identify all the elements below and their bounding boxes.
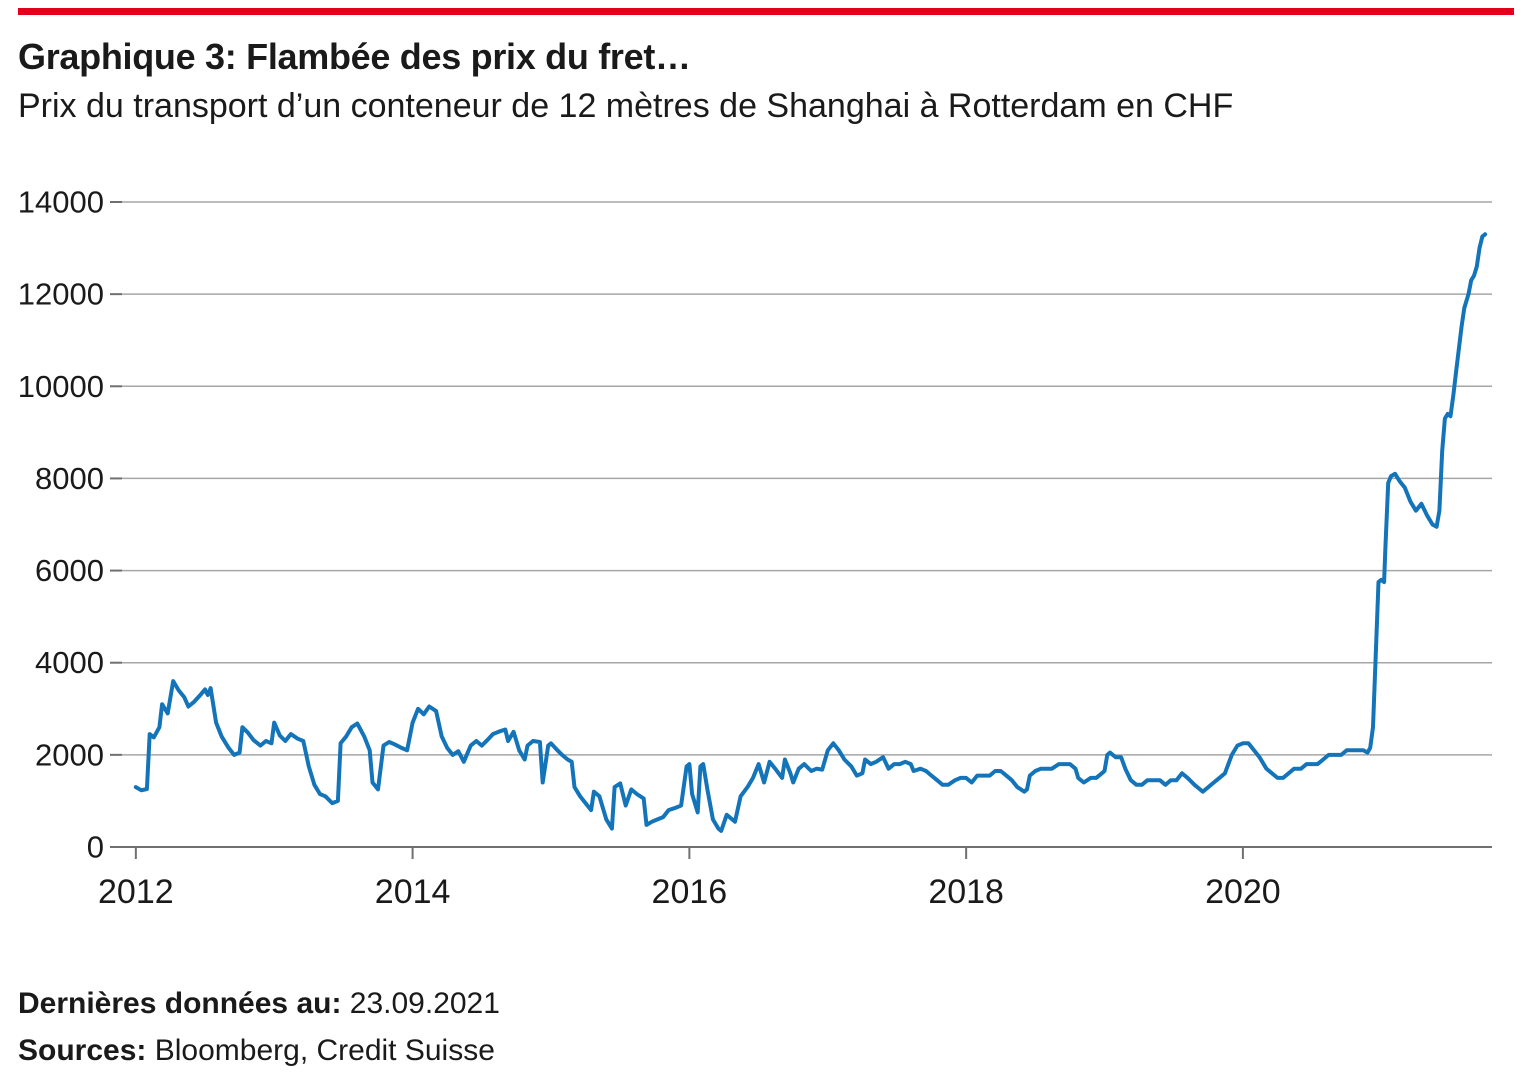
freight-price-chart: 0 2000 4000 6000 8000 10000 12000 14000 2012 2014… [18, 137, 1514, 932]
y-tick-label: 4000 [35, 645, 104, 680]
last-data-value: 23.09.2021 [349, 987, 500, 1020]
x-tick-label: 2020 [1205, 873, 1281, 911]
x-tick-label: 2018 [928, 873, 1004, 911]
freight-price-line [133, 232, 1488, 833]
sources-value: Bloomberg, Credit Suisse [154, 1034, 495, 1067]
last-data-label: Dernières données au: [18, 987, 342, 1020]
sources-label: Sources: [18, 1034, 147, 1067]
last-data-line: Dernières données au: 23.09.2021 [18, 980, 1514, 1027]
x-tick-label: 2012 [98, 873, 174, 911]
gridlines [122, 201, 1492, 756]
y-tick-label: 6000 [35, 553, 104, 588]
chart-subtitle: Prix du transport d’un conteneur de 12 m… [18, 87, 1234, 125]
x-tick-label: 2016 [652, 873, 728, 911]
x-tick-label: 2014 [375, 873, 451, 911]
chart-title: Graphique 3: Flambée des prix du fret… [18, 36, 691, 77]
y-tick-label: 8000 [35, 461, 104, 496]
y-tick-label: 14000 [18, 185, 104, 220]
chart-canvas: 0 2000 4000 6000 8000 10000 12000 14000 2012 2014… [18, 185, 1492, 912]
axes [110, 201, 1492, 859]
accent-rule [18, 8, 1514, 15]
y-tick-label: 0 [87, 830, 104, 865]
y-tick-label: 10000 [18, 369, 104, 404]
y-tick-label: 2000 [35, 737, 104, 772]
y-tick-label: 12000 [18, 277, 104, 312]
sources-line: Sources: Bloomberg, Credit Suisse [18, 1027, 1514, 1074]
tick-labels: 0 2000 4000 6000 8000 10000 12000 14000 2012 2014… [18, 185, 1281, 912]
chart-footnotes: Dernières données au: 23.09.2021 Sources… [18, 980, 1514, 1074]
